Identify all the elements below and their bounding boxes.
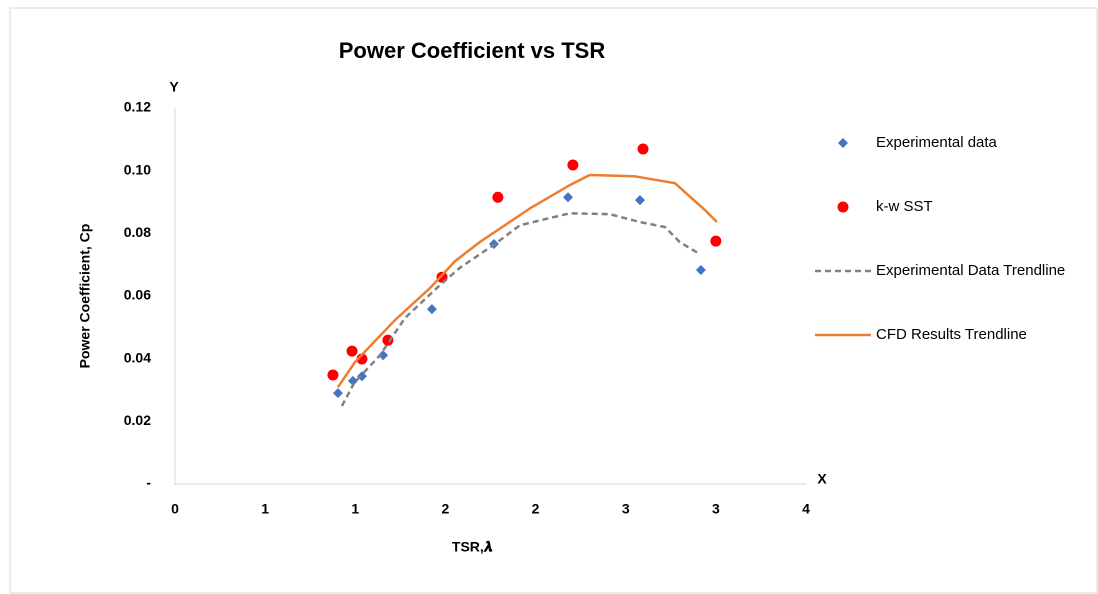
circle-marker [637,143,649,155]
legend-label: Experimental Data Trendline [876,262,1065,279]
diamond-marker [378,350,389,361]
y-tick-label: 0.04 [124,349,151,365]
circle-marker [382,334,394,346]
y-tick-label: - [146,475,151,491]
x-tick-label: 3 [622,501,630,517]
legend-label: Experimental data [876,134,998,151]
x-tick-label: 4 [802,501,810,517]
y-tick-label: 0.10 [124,161,151,177]
diamond-marker [332,388,343,399]
x-tick-label: 3 [712,501,720,517]
x-tick-label: 2 [442,501,450,517]
diamond-marker [347,375,358,386]
circle-marker [327,369,339,381]
y-tick-label: 0.12 [124,99,151,115]
chart-title: Power Coefficient vs TSR [339,38,606,63]
circle-marker [492,191,504,203]
y-tick-label: 0.06 [124,287,151,303]
x-axis-title: TSR,𝝀 [452,539,493,555]
circle-marker [346,345,358,357]
trendline [336,173,718,388]
legend-marker [837,201,849,213]
circle-marker [567,159,579,171]
y-axis-letter: Y [169,79,179,95]
chart-border [9,7,1098,594]
trendline [340,212,701,407]
x-tick-label: 1 [261,501,269,517]
circle-marker [710,235,722,247]
diamond-marker [634,195,645,206]
legend-label: k-w SST [876,198,933,215]
legend-label: CFD Results Trendline [876,326,1027,343]
diamond-marker [695,264,706,275]
x-tick-label: 2 [532,501,540,517]
diamond-marker [426,304,437,315]
x-tick-label: 1 [351,501,359,517]
y-tick-label: 0.08 [124,224,151,240]
diamond-marker [563,192,574,203]
x-tick-label: 0 [171,501,179,517]
y-tick-label: 0.02 [124,412,151,428]
legend-marker [838,138,848,148]
x-axis-letter: X [817,471,827,487]
y-axis-title: Power Coefficient, Cp [77,224,93,369]
